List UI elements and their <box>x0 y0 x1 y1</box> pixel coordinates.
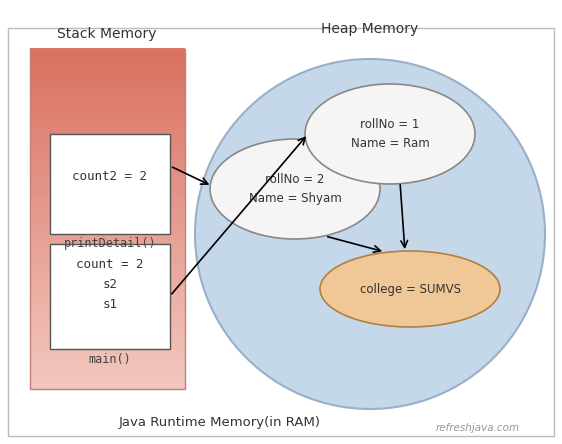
Bar <box>30 214 185 219</box>
Bar <box>30 248 185 253</box>
Ellipse shape <box>305 84 475 184</box>
Bar <box>30 342 185 346</box>
Bar <box>30 83 185 87</box>
Bar <box>30 91 185 96</box>
Text: rollNo = 1
Name = Ram: rollNo = 1 Name = Ram <box>351 118 429 150</box>
Bar <box>30 134 185 138</box>
Bar <box>30 304 185 308</box>
Bar <box>30 376 185 381</box>
Bar <box>30 384 185 389</box>
Bar <box>30 333 185 338</box>
Bar <box>30 202 185 206</box>
Bar <box>30 299 185 304</box>
Bar <box>30 261 185 266</box>
Bar <box>30 95 185 100</box>
Bar <box>30 87 185 91</box>
Bar <box>30 193 185 198</box>
Bar <box>30 325 185 329</box>
Bar <box>30 295 185 300</box>
Bar <box>30 329 185 334</box>
Bar <box>30 138 185 143</box>
Bar <box>30 142 185 147</box>
Bar <box>30 278 185 283</box>
Text: Java Runtime Memory(in RAM): Java Runtime Memory(in RAM) <box>119 416 321 428</box>
Bar <box>30 367 185 372</box>
Bar <box>30 253 185 257</box>
Bar <box>30 112 185 117</box>
Bar <box>30 129 185 134</box>
Bar <box>30 53 185 58</box>
Bar <box>30 155 185 159</box>
Bar <box>30 286 185 291</box>
Bar <box>30 235 185 240</box>
Bar <box>30 176 185 181</box>
Ellipse shape <box>210 139 380 239</box>
Bar <box>30 274 185 278</box>
Bar <box>30 66 185 70</box>
Bar <box>30 121 185 126</box>
Bar <box>30 159 185 164</box>
Bar <box>30 257 185 262</box>
Ellipse shape <box>195 59 545 409</box>
Bar <box>30 210 185 215</box>
Text: count2 = 2: count2 = 2 <box>72 170 147 182</box>
Bar <box>30 312 185 317</box>
Bar <box>30 172 185 177</box>
Bar <box>30 74 185 79</box>
Ellipse shape <box>320 251 500 327</box>
Bar <box>30 291 185 296</box>
Bar <box>30 167 185 172</box>
Bar <box>30 223 185 227</box>
Bar <box>30 337 185 342</box>
Bar <box>30 227 185 232</box>
Bar <box>30 151 185 155</box>
Bar <box>30 380 185 385</box>
Bar <box>30 218 185 223</box>
Bar <box>30 308 185 313</box>
Bar <box>30 206 185 210</box>
Text: rollNo = 2
Name = Shyam: rollNo = 2 Name = Shyam <box>248 173 341 205</box>
Bar <box>30 197 185 202</box>
Bar <box>30 104 185 108</box>
Bar <box>30 240 185 245</box>
Bar <box>30 244 185 249</box>
Bar <box>30 125 185 130</box>
Bar <box>50 244 170 349</box>
Bar <box>30 57 185 62</box>
Bar <box>30 108 185 113</box>
Bar <box>30 321 185 325</box>
Bar <box>30 231 185 236</box>
Bar <box>30 316 185 321</box>
Bar <box>30 48 185 53</box>
Bar <box>30 163 185 168</box>
Text: college = SUMVS: college = SUMVS <box>360 282 460 296</box>
Bar <box>30 70 185 75</box>
Bar <box>30 363 185 368</box>
Bar <box>30 78 185 83</box>
Text: count = 2
s2
s1: count = 2 s2 s1 <box>76 258 144 311</box>
Bar <box>30 270 185 274</box>
Bar <box>50 134 170 234</box>
Bar <box>30 372 185 376</box>
Bar <box>30 282 185 287</box>
Bar <box>30 180 185 185</box>
Text: main(): main() <box>89 353 132 365</box>
Text: Stack Memory: Stack Memory <box>57 27 157 41</box>
Text: Heap Memory: Heap Memory <box>321 22 419 36</box>
Bar <box>30 354 185 359</box>
Bar <box>30 265 185 270</box>
Text: refreshjava.com: refreshjava.com <box>436 423 520 433</box>
Text: printDetail(): printDetail() <box>64 238 156 250</box>
Bar <box>30 185 185 189</box>
Bar <box>30 116 185 121</box>
Bar <box>30 99 185 104</box>
Bar <box>30 49 185 389</box>
Bar <box>30 350 185 355</box>
Bar <box>30 146 185 151</box>
Bar <box>30 189 185 194</box>
Bar <box>30 359 185 364</box>
Bar <box>30 346 185 351</box>
Bar <box>30 61 185 66</box>
